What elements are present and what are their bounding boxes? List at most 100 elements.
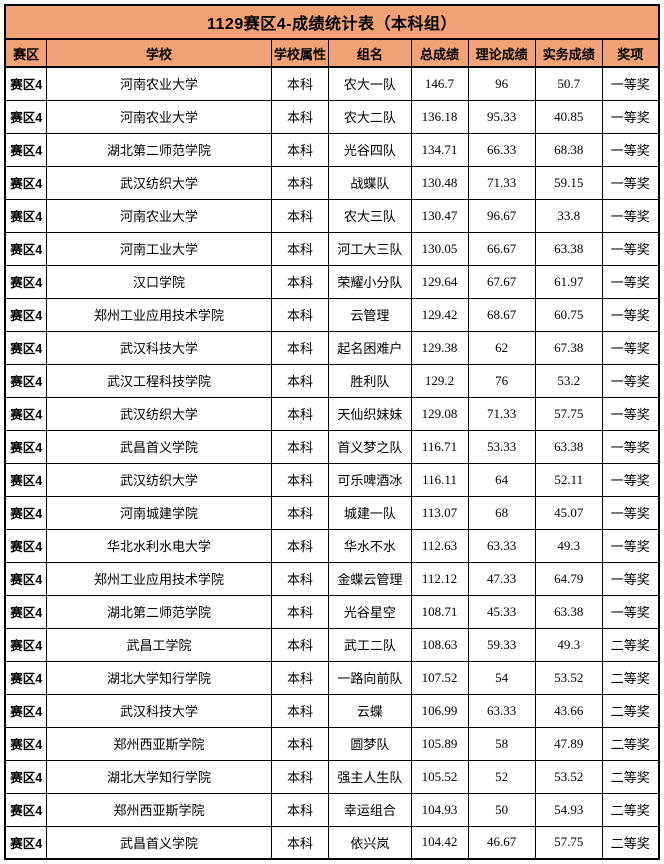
table-row: 赛区4 武汉工程科技学院 本科 胜利队 129.2 76 53.2 一等奖 [4,363,660,398]
cell-award: 一等奖 [601,462,660,497]
cell-award: 一等奖 [601,297,660,332]
cell-total-score: 104.93 [410,792,469,827]
column-header-award: 奖项 [601,38,660,68]
cell-school-type: 本科 [270,759,330,794]
cell-total-score: 136.18 [410,99,469,134]
cell-total-score: 134.71 [410,132,469,167]
cell-school: 武汉工程科技学院 [46,363,272,398]
cell-theory-score: 63.33 [467,528,536,563]
cell-region: 赛区4 [4,165,48,200]
cell-practice-score: 59.15 [534,165,603,200]
cell-school: 湖北大学知行学院 [46,660,272,695]
cell-school: 郑州工业应用技术学院 [46,297,272,332]
cell-theory-score: 96 [467,66,536,101]
cell-award: 一等奖 [601,429,660,464]
cell-team-name: 城建一队 [328,495,412,530]
table-row: 赛区4 河南工业大学 本科 河工大三队 130.05 66.67 63.38 一等奖 [4,231,660,266]
cell-team-name: 光谷星空 [328,594,412,629]
cell-school: 湖北第二师范学院 [46,594,272,629]
cell-team-name: 天仙织妹妹 [328,396,412,431]
cell-theory-score: 96.67 [467,198,536,233]
cell-award: 二等奖 [601,825,660,860]
cell-team-name: 云管理 [328,297,412,332]
cell-practice-score: 53.52 [534,660,603,695]
cell-school-type: 本科 [270,693,330,728]
cell-region: 赛区4 [4,231,48,266]
cell-team-name: 一路向前队 [328,660,412,695]
cell-region: 赛区4 [4,495,48,530]
cell-team-name: 武工二队 [328,627,412,662]
cell-total-score: 113.07 [410,495,469,530]
cell-practice-score: 53.2 [534,363,603,398]
cell-award: 二等奖 [601,792,660,827]
cell-award: 一等奖 [601,495,660,530]
column-header-theory-score: 理论成绩 [467,38,536,68]
cell-theory-score: 95.33 [467,99,536,134]
cell-theory-score: 64 [467,462,536,497]
cell-team-name: 云蝶 [328,693,412,728]
cell-total-score: 106.99 [410,693,469,728]
cell-school-type: 本科 [270,792,330,827]
table-row: 赛区4 武汉纺织大学 本科 天仙织妹妹 129.08 71.33 57.75 一等奖 [4,396,660,431]
cell-theory-score: 53.33 [467,429,536,464]
cell-school-type: 本科 [270,528,330,563]
cell-theory-score: 46.67 [467,825,536,860]
cell-practice-score: 40.85 [534,99,603,134]
cell-theory-score: 45.33 [467,594,536,629]
cell-theory-score: 71.33 [467,165,536,200]
header-row: 赛区 学校 学校属性 组名 总成绩 理论成绩 实务成绩 奖项 [4,38,660,68]
table-row: 赛区4 河南城建学院 本科 城建一队 113.07 68 45.07 一等奖 [4,495,660,530]
cell-theory-score: 63.33 [467,693,536,728]
cell-team-name: 可乐啤酒冰 [328,462,412,497]
cell-school-type: 本科 [270,264,330,299]
cell-region: 赛区4 [4,264,48,299]
cell-region: 赛区4 [4,198,48,233]
cell-school: 武汉科技大学 [46,693,272,728]
cell-school: 武汉科技大学 [46,330,272,365]
column-header-total-score: 总成绩 [410,38,469,68]
cell-school: 郑州西亚斯学院 [46,792,272,827]
cell-practice-score: 63.38 [534,594,603,629]
cell-region: 赛区4 [4,99,48,134]
cell-total-score: 129.08 [410,396,469,431]
cell-school-type: 本科 [270,660,330,695]
cell-total-score: 146.7 [410,66,469,101]
cell-total-score: 129.38 [410,330,469,365]
cell-school: 汉口学院 [46,264,272,299]
table-row: 赛区4 郑州工业应用技术学院 本科 云管理 129.42 68.67 60.75 一等奖 [4,297,660,332]
cell-theory-score: 66.33 [467,132,536,167]
table-row: 赛区4 武汉科技大学 本科 云蝶 106.99 63.33 43.66 二等奖 [4,693,660,728]
cell-school-type: 本科 [270,231,330,266]
cell-team-name: 强主人生队 [328,759,412,794]
cell-award: 二等奖 [601,693,660,728]
cell-theory-score: 58 [467,726,536,761]
cell-total-score: 108.63 [410,627,469,662]
cell-total-score: 112.12 [410,561,469,596]
page-title: 1129赛区4-成绩统计表（本科组） [4,4,660,40]
cell-school: 河南城建学院 [46,495,272,530]
cell-theory-score: 66.67 [467,231,536,266]
cell-theory-score: 54 [467,660,536,695]
cell-region: 赛区4 [4,528,48,563]
cell-award: 一等奖 [601,99,660,134]
cell-total-score: 116.71 [410,429,469,464]
cell-practice-score: 60.75 [534,297,603,332]
cell-practice-score: 67.38 [534,330,603,365]
cell-award: 一等奖 [601,198,660,233]
cell-total-score: 108.71 [410,594,469,629]
column-header-team-name: 组名 [328,38,412,68]
cell-school-type: 本科 [270,429,330,464]
cell-theory-score: 71.33 [467,396,536,431]
cell-school-type: 本科 [270,99,330,134]
cell-award: 一等奖 [601,132,660,167]
cell-team-name: 战蝶队 [328,165,412,200]
cell-total-score: 129.42 [410,297,469,332]
cell-school-type: 本科 [270,330,330,365]
table-row: 赛区4 武汉纺织大学 本科 可乐啤酒冰 116.11 64 52.11 一等奖 [4,462,660,497]
cell-theory-score: 67.67 [467,264,536,299]
results-table: 1129赛区4-成绩统计表（本科组） 赛区 学校 学校属性 组名 总成绩 理论成绩 实务成绩… [4,4,660,860]
table-row: 赛区4 武昌首义学院 本科 首义梦之队 116.71 53.33 63.38 一等奖 [4,429,660,464]
cell-practice-score: 45.07 [534,495,603,530]
cell-practice-score: 49.3 [534,627,603,662]
